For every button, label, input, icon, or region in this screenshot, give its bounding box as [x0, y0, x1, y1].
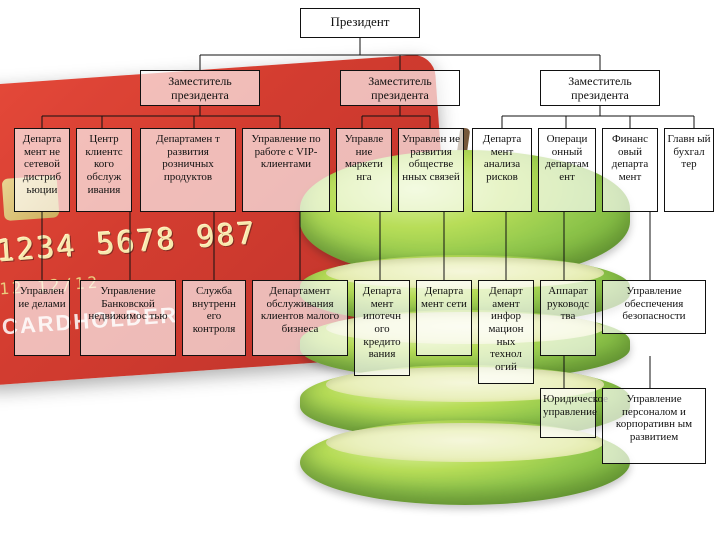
node-r1-6: Департа мент анализа рисков	[472, 128, 532, 212]
node-r2-6: Департ амент инфор мацион ных технол оги…	[478, 280, 534, 384]
node-deputy-2: Заместитель президента	[340, 70, 460, 106]
node-r3-1: Управление персоналом и корпоративн ым р…	[602, 388, 706, 464]
node-r2-5: Департа мент сети	[416, 280, 472, 356]
node-r1-0: Департа мент не сетевой дистриб ьюции	[14, 128, 70, 212]
org-chart: Президент Заместитель президента Замести…	[0, 0, 720, 540]
node-r2-2: Служба внутренн его контроля	[182, 280, 246, 356]
node-deputy-1: Заместитель президента	[140, 70, 260, 106]
node-r2-8: Управление обеспечения безопасности	[602, 280, 706, 334]
node-r1-7: Операци онный департам ент	[538, 128, 596, 212]
node-president: Президент	[300, 8, 420, 38]
node-r1-9: Главн ый бухгал тер	[664, 128, 714, 212]
node-r2-0: Управлен ие делами	[14, 280, 70, 356]
node-r2-4: Департа мент ипотечн ого кредито вания	[354, 280, 410, 376]
node-r2-7: Аппарат руководс тва	[540, 280, 596, 356]
node-r1-5: Управлен ие развития обществе нных связе…	[398, 128, 464, 212]
node-r3-0: Юридическое управление	[540, 388, 596, 438]
node-r1-3: Управление по работе с VIP-клиентами	[242, 128, 330, 212]
node-r1-8: Финанс овый департа мент	[602, 128, 658, 212]
node-r1-2: Департамен т развития розничных продукто…	[140, 128, 236, 212]
node-r2-3: Департамент обслуживания клиентов малого…	[252, 280, 348, 356]
node-deputy-3: Заместитель президента	[540, 70, 660, 106]
node-r2-1: Управление Банковской недвижимос тью	[80, 280, 176, 356]
node-r1-4: Управле ние маркети нга	[336, 128, 392, 212]
node-r1-1: Центр клиентс кого обслуж ивания	[76, 128, 132, 212]
